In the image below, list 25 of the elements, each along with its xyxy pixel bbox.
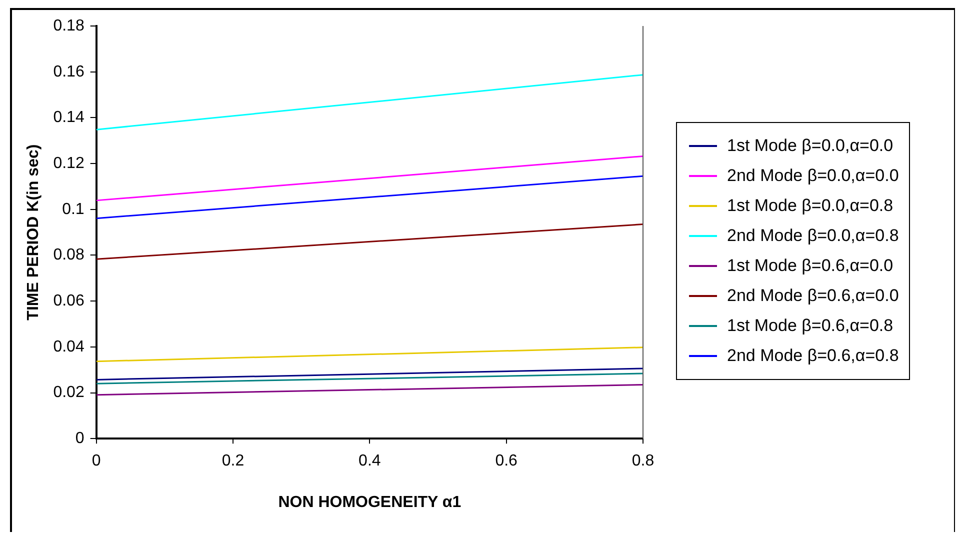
y-tick-label: 0.12 <box>53 154 84 172</box>
y-tick-label: 0.06 <box>53 292 84 310</box>
legend-label: 1st Mode β=0.6,α=0.8 <box>727 316 894 336</box>
x-tick-label: 0 <box>92 452 101 470</box>
y-tick-label: 0.18 <box>53 17 84 34</box>
legend-label: 1st Mode β=0.6,α=0.0 <box>727 256 894 276</box>
y-tick-label: 0.08 <box>53 246 84 264</box>
y-tick-label: 0.02 <box>53 384 84 402</box>
x-tick-label: 0.8 <box>632 452 654 470</box>
y-tick-label: 0.1 <box>62 200 84 218</box>
x-axis-title: NON HOMOGENEITY α1 <box>278 494 462 511</box>
x-tick-label: 0.4 <box>358 452 381 470</box>
legend-label: 2nd Mode β=0.0,α=0.8 <box>727 226 899 246</box>
y-tick-label: 0.04 <box>53 338 84 356</box>
y-tick-label: 0.16 <box>53 63 84 80</box>
legend-label: 1st Mode β=0.0,α=0.8 <box>727 196 894 216</box>
legend-label: 2nd Mode β=0.6,α=0.8 <box>727 346 899 366</box>
y-tick-label: 0.14 <box>53 109 84 126</box>
y-tick-label: 0 <box>75 430 84 448</box>
legend-label: 1st Mode β=0.0,α=0.0 <box>727 136 894 156</box>
x-tick-label: 0.2 <box>222 452 244 470</box>
y-axis-title: TIME PERIOD K(in sec) <box>25 144 42 320</box>
legend-label: 2nd Mode β=0.0,α=0.0 <box>727 166 899 186</box>
x-tick-label: 0.6 <box>495 452 518 470</box>
legend-label: 2nd Mode β=0.6,α=0.0 <box>727 286 899 306</box>
